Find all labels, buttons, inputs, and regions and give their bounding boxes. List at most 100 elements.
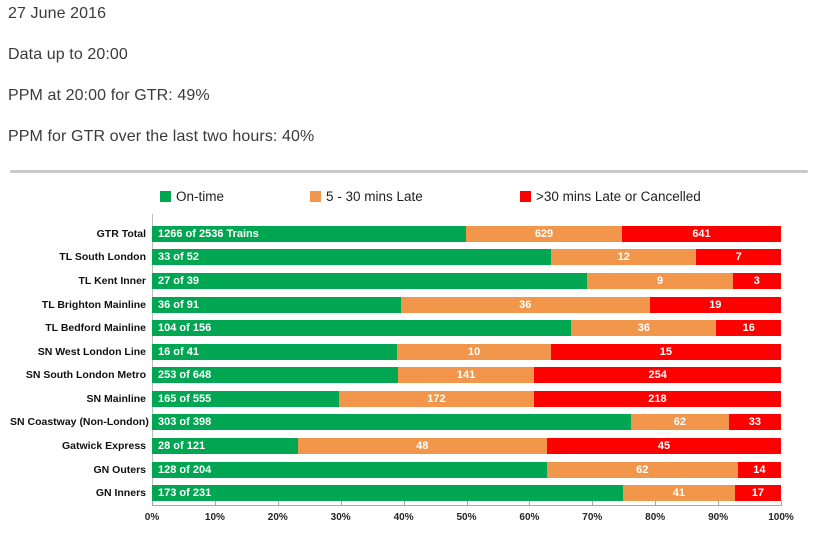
segment-value: 165 of 555	[158, 392, 212, 405]
axis-tick-label: 10%	[204, 512, 225, 523]
segment-value: 629	[534, 227, 554, 240]
segment-value: 104 of 156	[158, 322, 212, 335]
axis-tick-label: 60%	[519, 512, 540, 523]
stacked-bar: 173 of 231 41 17	[152, 485, 781, 502]
axis-tick	[403, 501, 405, 506]
legend-item-late: 5 - 30 mins Late	[310, 188, 423, 204]
chart-row: TL South London 33 of 52 12 7	[10, 246, 781, 270]
segment-value: 33	[748, 416, 762, 429]
chart-row: GN Inners 173 of 231 41 17	[10, 481, 781, 505]
segment-late: 48	[297, 437, 548, 454]
segment-cancelled: 16	[716, 320, 781, 337]
on-time-swatch-icon	[160, 190, 171, 202]
segment-cancelled: 17	[734, 485, 781, 502]
segment-cancelled: 15	[550, 343, 781, 360]
chart-row: SN South London Metro 253 of 648 141 254	[10, 363, 781, 387]
legend-label: >30 mins Late or Cancelled	[536, 188, 701, 204]
segment-cancelled: 3	[732, 272, 781, 289]
stacked-bar: 303 of 398 62 33	[152, 414, 781, 431]
data-up-to-line: Data up to 20:00	[8, 46, 128, 63]
row-label: TL Kent Inner	[78, 274, 146, 287]
segment-late: 172	[339, 390, 534, 407]
segment-value: 218	[648, 392, 667, 405]
late-swatch-icon	[310, 190, 321, 202]
segment-late: 9	[587, 272, 733, 289]
stacked-bar: 128 of 204 62 14	[152, 461, 781, 478]
segment-value: 36 of 91	[158, 298, 199, 311]
segment-late: 12	[551, 249, 697, 266]
row-label: SN West London Line	[37, 345, 146, 358]
segment-value: 12	[617, 251, 630, 264]
segment-on-time: 165 of 555	[152, 390, 339, 407]
segment-late: 41	[623, 485, 735, 502]
segment-value: 15	[659, 345, 673, 358]
segment-value: 253 of 648	[158, 369, 212, 382]
row-label: Gatwick Express	[61, 439, 146, 452]
segment-value: 3	[753, 274, 760, 287]
axis-tick-label: 0%	[144, 512, 160, 523]
segment-value: 14	[753, 463, 766, 476]
segment-late: 629	[466, 225, 622, 242]
legend-item-on-time: On-time	[160, 188, 224, 204]
segment-on-time: 33 of 52	[152, 249, 552, 266]
chart-row: TL Bedford Mainline 104 of 156 36 16	[10, 316, 781, 340]
stacked-bar: 16 of 41 10 15	[152, 343, 781, 360]
row-label: GN Inners	[95, 487, 146, 500]
axis-tick-label: 40%	[393, 512, 414, 523]
segment-value: 254	[648, 369, 667, 382]
cancelled-swatch-icon	[520, 190, 531, 202]
axis-tick-label: 50%	[456, 512, 477, 523]
segment-value: 62	[673, 416, 686, 429]
axis-tick	[655, 501, 657, 506]
segment-on-time: 173 of 231	[152, 485, 624, 502]
segment-late: 141	[397, 367, 535, 384]
segment-on-time: 27 of 39	[152, 272, 588, 289]
segment-value: 19	[709, 298, 722, 311]
axis-tick	[529, 501, 531, 506]
stacked-bar: 1266 of 2536 Trains 629 641	[152, 225, 781, 242]
segment-on-time: 36 of 91	[152, 296, 401, 313]
segment-value: 172	[427, 392, 446, 405]
segment-value: 45	[657, 439, 671, 452]
segment-value: 141	[456, 369, 476, 382]
axis-tick	[718, 501, 720, 506]
chart-row: SN West London Line 16 of 41 10 15	[10, 340, 781, 364]
ppm-current-line: PPM at 20:00 for GTR: 49%	[8, 87, 210, 104]
ppm-stacked-bar-chart: On-time 5 - 30 mins Late >30 mins Late o…	[10, 170, 810, 538]
row-label: GN Outers	[93, 463, 146, 476]
axis-tick-label: 100%	[768, 512, 794, 523]
chart-rows: GTR Total 1266 of 2536 Trains 629 641 TL Sou…	[10, 222, 781, 505]
segment-value: 9	[656, 274, 664, 287]
segment-value: 28 of 121	[158, 439, 206, 452]
segment-value: 36	[637, 322, 651, 335]
segment-cancelled: 254	[534, 367, 781, 384]
stacked-bar: 36 of 91 36 19	[152, 296, 781, 313]
segment-value: 27 of 39	[158, 274, 199, 287]
segment-value: 7	[735, 251, 742, 264]
chart-row: SN Mainline 165 of 555 172 218	[10, 387, 781, 411]
axis-tick-label: 80%	[645, 512, 666, 523]
axis-tick-label: 70%	[582, 512, 603, 523]
segment-on-time: 16 of 41	[152, 343, 398, 360]
axis-tick-label: 20%	[267, 512, 288, 523]
segment-cancelled: 7	[696, 249, 781, 266]
chart-row: TL Kent Inner 27 of 39 9 3	[10, 269, 781, 293]
segment-late: 62	[546, 461, 738, 478]
segment-value: 303 of 398	[158, 416, 212, 429]
axis-tick	[781, 501, 782, 506]
segment-late: 36	[400, 296, 650, 313]
row-label: SN Mainline	[86, 392, 146, 405]
axis-tick	[592, 501, 594, 506]
segment-on-time: 28 of 121	[152, 437, 298, 454]
chart-row: GN Outers 128 of 204 62 14	[10, 458, 781, 482]
segment-value: 33 of 52	[158, 251, 199, 264]
segment-on-time: 104 of 156	[152, 320, 572, 337]
report-date: 27 June 2016	[8, 5, 107, 22]
axis-tick	[466, 501, 468, 506]
axis-tick	[277, 501, 279, 506]
segment-cancelled: 33	[728, 414, 781, 431]
segment-value: 16	[742, 322, 755, 335]
x-axis: 0% 10% 20% 30% 40% 50% 60% 70% 80% 90% 100%	[145, 501, 794, 536]
row-label: SN Coastway (Non-London)	[10, 416, 149, 429]
